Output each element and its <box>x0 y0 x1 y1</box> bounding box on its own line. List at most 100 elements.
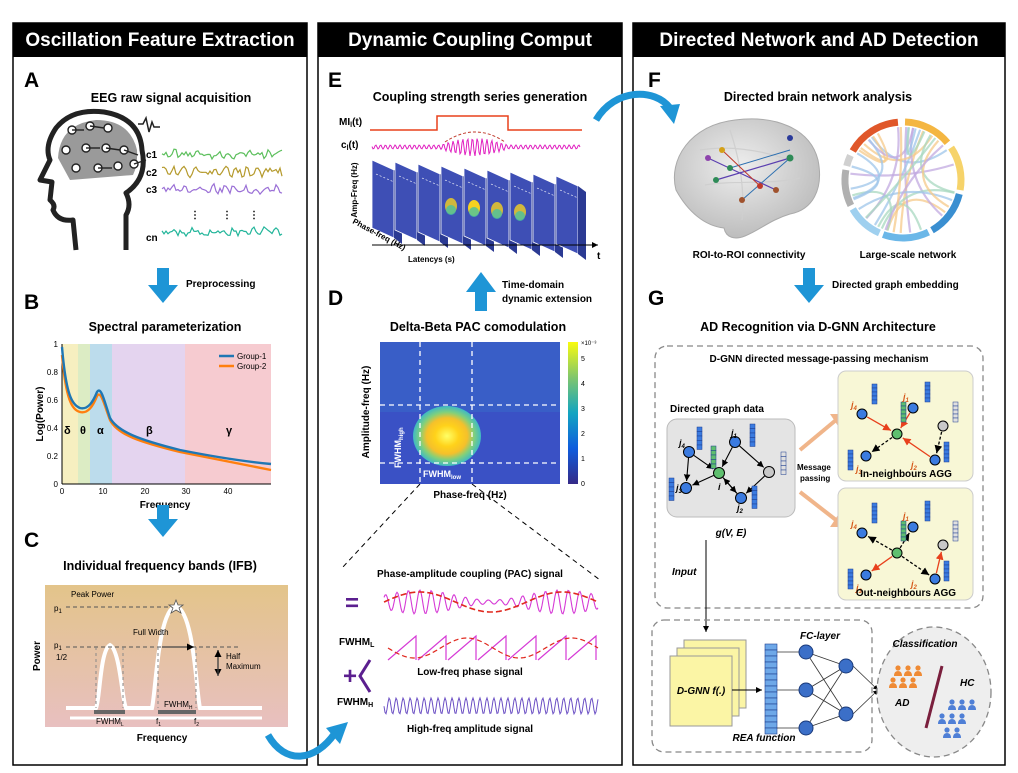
eeg-traces <box>161 148 283 238</box>
feature-cell <box>900 413 907 419</box>
panel-c-label: C <box>24 529 39 552</box>
ifb-diagram: Peak Power p1 p1 1/2 Full Width Half Max… <box>32 585 288 744</box>
agg-node-j4 <box>856 527 868 539</box>
eeg-trace-line <box>161 225 283 238</box>
feature-cell <box>871 506 878 512</box>
electrode-dot <box>61 145 71 155</box>
dgnn-mechanism-box <box>654 345 984 609</box>
curved-arrow-e-to-f <box>592 90 673 122</box>
feature-cell <box>924 385 931 391</box>
ad-label: AD <box>894 698 909 709</box>
eeg-trace-line <box>161 164 283 179</box>
agg-node-j1 <box>907 402 919 414</box>
preprocessing-label: Preprocessing <box>186 279 255 290</box>
feature-cell <box>952 532 959 538</box>
ifb-background <box>45 585 288 727</box>
feature-cell <box>900 417 907 423</box>
in-neighbours-graph: j4 j1 j3 j2 <box>847 381 959 476</box>
feature-cell <box>696 444 703 450</box>
feature-cell <box>952 413 959 419</box>
chord-arc <box>841 169 855 207</box>
feature-cell <box>751 503 758 509</box>
graph-edge <box>683 457 691 482</box>
chord-arc <box>843 154 854 167</box>
high-freq-amplitude-wave <box>383 696 599 716</box>
band-gamma-label: γ <box>226 425 233 437</box>
feature-cell <box>943 453 950 459</box>
cl-envelope <box>444 131 506 143</box>
panel-b-label: B <box>24 291 39 314</box>
electrode-dot <box>113 161 123 171</box>
agg-edge <box>867 535 893 551</box>
embedding-cell <box>764 727 778 735</box>
dgnn-function-card <box>669 655 733 727</box>
panel-e-label: E <box>328 69 342 92</box>
ytick-1: 0.2 <box>47 452 59 461</box>
fc-edge <box>805 665 847 729</box>
xtick-20: 20 <box>141 487 150 496</box>
fc-output-edge <box>852 689 879 715</box>
feature-cell <box>871 391 878 397</box>
embedding-cell <box>764 691 778 699</box>
colorbar-tick-4: 4 <box>581 381 585 388</box>
feature-cell <box>696 440 703 446</box>
node-label-j4: j4 <box>678 438 686 450</box>
graph-node-i <box>713 467 725 479</box>
time-axis-t-label: t <box>597 251 601 262</box>
maximum-label: Maximum <box>226 662 261 671</box>
classification-label: Classification <box>892 639 957 650</box>
graph-edge <box>721 447 733 468</box>
feature-cell <box>952 520 959 526</box>
feature-cell <box>751 494 758 500</box>
chord-arc <box>904 118 951 146</box>
f1-label: f1 <box>156 717 161 728</box>
colorbar-exponent: ×10⁻³ <box>581 341 596 347</box>
agg-node-j2 <box>929 573 941 585</box>
chord-link <box>892 126 903 233</box>
agg-node-j4 <box>856 408 868 420</box>
channel-c3-label: c3 <box>146 185 158 196</box>
fc-edge <box>805 665 847 691</box>
agg-edge <box>901 555 930 576</box>
feature-cell <box>943 445 950 451</box>
fwhm-h-signal-label: FWHMH <box>337 697 373 709</box>
feature-cell <box>871 387 878 393</box>
agg-node-g <box>937 539 949 551</box>
feature-cell <box>952 417 959 423</box>
agg-label-j4: j4 <box>850 519 858 531</box>
full-width-label: Full Width <box>133 628 169 637</box>
band-theta-label: θ <box>80 425 86 437</box>
embedding-cell <box>764 655 778 663</box>
eeg-trace-line <box>161 182 283 196</box>
panel-f-label: F <box>648 69 661 92</box>
graph-edge <box>692 474 714 486</box>
feature-cell <box>847 465 854 471</box>
feature-cell <box>924 381 931 387</box>
feature-cell <box>696 435 703 441</box>
feature-cell <box>780 460 787 466</box>
arrow-f-to-g <box>794 268 824 303</box>
dgnn-box-title: D-GNN directed message-passing mechanism <box>710 354 929 365</box>
column-3-header <box>633 23 1005 57</box>
passing-label: passing <box>800 474 830 483</box>
feature-cell <box>924 393 931 399</box>
column-3-title: Directed Network and AD Detection <box>659 30 978 51</box>
chord-link <box>877 203 923 231</box>
fc-neuron <box>798 720 814 736</box>
chord-link <box>851 165 879 201</box>
feature-cell <box>924 500 931 506</box>
feature-cell <box>871 518 878 524</box>
feature-cell <box>780 456 787 462</box>
fc-edge <box>805 651 847 715</box>
feature-cell <box>710 459 717 465</box>
feature-cell <box>943 441 950 447</box>
graph-gve-label: g(V, E) <box>715 528 747 539</box>
feature-cell <box>952 528 959 534</box>
curved-arrow-c-to-pac <box>264 730 338 760</box>
cl-label: cl(t) <box>341 140 359 152</box>
ytick-3: 0.6 <box>47 396 59 405</box>
feature-cell <box>780 465 787 471</box>
colorbar-tick-0: 0 <box>581 481 585 488</box>
agg-node-g <box>937 420 949 432</box>
feature-cell <box>943 572 950 578</box>
